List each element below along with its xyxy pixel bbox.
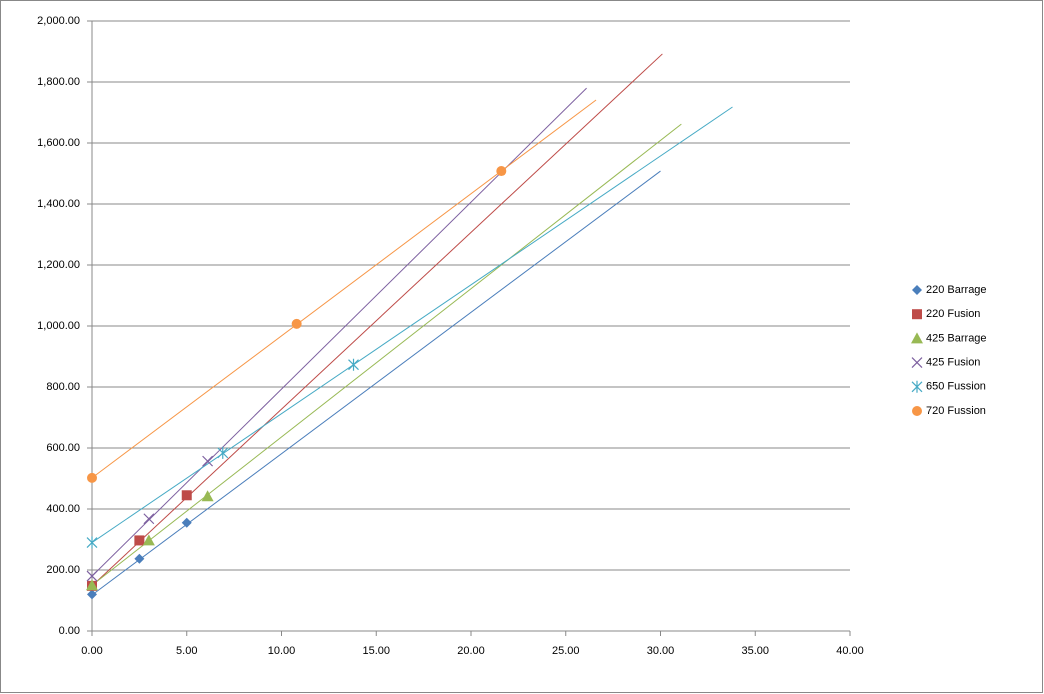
x-tick-label: 40.00 <box>836 645 864 657</box>
y-tick-label: 200.00 <box>46 564 80 576</box>
x-tick-label: 20.00 <box>457 645 485 657</box>
y-tick-label: 1,200.00 <box>37 259 80 271</box>
marker <box>201 490 214 502</box>
marker <box>348 358 359 371</box>
y-tick-label: 0.00 <box>59 625 80 637</box>
marker <box>181 517 192 528</box>
marker <box>496 166 507 177</box>
marker <box>86 579 98 591</box>
marker <box>87 589 97 600</box>
x-tick-label: 5.00 <box>176 645 197 657</box>
x-tick-label: 0.00 <box>81 645 102 657</box>
legend-marker <box>911 357 923 369</box>
x-tick-label: 30.00 <box>647 645 675 657</box>
x-tick-label: 25.00 <box>552 645 580 657</box>
marker <box>202 455 214 467</box>
legend-marker <box>912 285 922 295</box>
trendline <box>91 106 733 543</box>
marker <box>87 472 97 483</box>
legend-label: 720 Fussion <box>926 405 986 417</box>
marker <box>291 318 302 329</box>
legend-marker <box>912 309 922 320</box>
y-tick-label: 600.00 <box>46 442 80 454</box>
x-tick-label: 35.00 <box>741 645 769 657</box>
marker <box>142 534 155 546</box>
marker <box>134 535 145 546</box>
legend-marker <box>912 406 922 416</box>
marker <box>143 513 155 525</box>
y-tick-label: 2,000.00 <box>37 15 80 27</box>
x-tick-label: 10.00 <box>268 645 296 657</box>
legend-label: 650 Fussion <box>926 381 986 393</box>
legend-label: 220 Fusion <box>926 308 980 320</box>
y-tick-label: 1,000.00 <box>37 320 80 332</box>
x-tick-label: 15.00 <box>362 645 390 657</box>
legend-label: 220 Barrage <box>926 284 987 296</box>
y-tick-label: 400.00 <box>46 503 80 515</box>
trendline <box>91 99 597 479</box>
trendline <box>91 123 682 586</box>
marker <box>86 536 98 549</box>
y-tick-label: 1,400.00 <box>37 198 80 210</box>
legend-marker <box>911 332 923 344</box>
y-tick-label: 1,800.00 <box>37 76 80 88</box>
legend-label: 425 Fusion <box>926 357 980 369</box>
marker <box>217 446 229 459</box>
y-tick-label: 800.00 <box>46 381 80 393</box>
marker <box>134 553 145 564</box>
marker <box>181 490 192 501</box>
y-tick-label: 1,600.00 <box>37 137 80 149</box>
legend-label: 425 Barrage <box>926 332 987 344</box>
legend-marker <box>911 380 923 393</box>
marker <box>86 570 98 582</box>
